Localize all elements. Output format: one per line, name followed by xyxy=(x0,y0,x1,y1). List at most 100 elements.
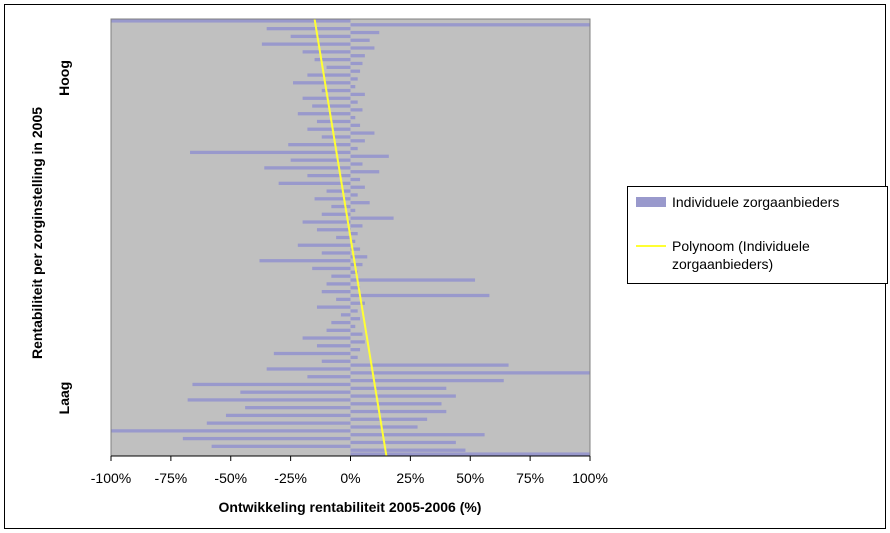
y-axis-title: Rentabiliteit per zorginstelling in 2005 xyxy=(29,107,45,359)
bar xyxy=(350,255,368,259)
bar xyxy=(350,452,590,456)
legend-box xyxy=(627,186,888,284)
bar xyxy=(326,282,351,286)
bar xyxy=(316,228,351,232)
bar xyxy=(302,96,351,100)
bar xyxy=(350,30,380,35)
bar xyxy=(350,324,356,329)
bar xyxy=(350,154,389,158)
bar xyxy=(350,340,365,344)
bar xyxy=(312,104,351,108)
y-axis-top-label: Hoog xyxy=(56,60,72,96)
bar xyxy=(190,150,351,155)
bar xyxy=(225,413,351,418)
bar xyxy=(350,177,361,182)
legend-label-bars: Individuele zorgaanbieders xyxy=(672,194,839,210)
bar xyxy=(350,402,442,406)
x-tick-label: -50% xyxy=(214,470,247,486)
bar xyxy=(350,378,504,383)
bar xyxy=(211,444,351,448)
bar xyxy=(350,433,485,437)
bar xyxy=(350,363,509,367)
bar xyxy=(240,390,351,394)
bar xyxy=(302,336,351,340)
bar xyxy=(350,162,363,166)
bar xyxy=(350,185,365,189)
x-tick-label: 100% xyxy=(572,470,608,486)
bar xyxy=(273,351,351,356)
bar xyxy=(350,216,394,220)
bar xyxy=(321,212,351,216)
bar xyxy=(331,320,351,325)
legend-label-trend-line2: zorgaanbieders) xyxy=(672,256,773,272)
x-axis-title: Ontwikkeling rentabiliteit 2005-2006 (%) xyxy=(219,499,482,515)
bar xyxy=(350,247,361,251)
bar xyxy=(336,297,351,302)
bar xyxy=(266,367,351,371)
bar xyxy=(350,146,358,151)
x-tick-label: -100% xyxy=(91,470,131,486)
bar xyxy=(326,189,351,193)
y-axis-bottom-label: Laag xyxy=(56,382,72,415)
bar xyxy=(340,313,351,317)
bar xyxy=(350,69,361,73)
bar xyxy=(350,85,356,89)
bar xyxy=(288,143,351,147)
bar xyxy=(350,293,490,298)
bar xyxy=(350,317,361,321)
bar xyxy=(350,425,418,429)
bar xyxy=(350,23,590,27)
legend: Individuele zorgaanbieders Polynoom (Ind… xyxy=(627,186,888,284)
bar xyxy=(350,61,363,66)
bar xyxy=(314,197,351,201)
bar xyxy=(245,406,351,410)
bar xyxy=(350,332,363,336)
bar xyxy=(350,193,358,197)
x-ticks-group: -100% -75% -50% -25% 0% 25% 50% 75% 100% xyxy=(91,456,608,486)
bar xyxy=(350,54,365,58)
bar xyxy=(350,231,358,236)
bar xyxy=(350,239,356,244)
bar xyxy=(350,448,466,452)
bar xyxy=(350,409,447,414)
x-tick-label: 50% xyxy=(456,470,484,486)
bar xyxy=(192,382,351,387)
x-tick-label: 25% xyxy=(396,470,424,486)
bar xyxy=(307,375,351,379)
bar xyxy=(350,139,365,143)
bar xyxy=(350,208,356,213)
bar xyxy=(350,270,358,274)
bar xyxy=(307,73,351,77)
legend-swatch-bars xyxy=(636,197,666,207)
bar xyxy=(293,81,351,85)
bar xyxy=(350,371,590,375)
bar xyxy=(316,344,351,348)
bar xyxy=(350,262,363,267)
x-tick-label: -25% xyxy=(274,470,307,486)
bar xyxy=(350,170,380,174)
bar xyxy=(278,181,351,186)
bar xyxy=(307,173,351,178)
bar xyxy=(302,220,351,224)
bar xyxy=(297,243,351,247)
bar xyxy=(326,65,351,69)
bar xyxy=(350,286,361,290)
bar xyxy=(187,398,351,402)
bar xyxy=(350,417,428,421)
bar xyxy=(336,235,351,240)
bar xyxy=(326,328,351,332)
legend-label-trend-line1: Polynoom (Individuele xyxy=(672,238,810,254)
bar xyxy=(321,251,351,255)
bar xyxy=(307,127,351,131)
bar xyxy=(259,259,351,263)
bar xyxy=(321,88,351,93)
bar xyxy=(321,135,351,139)
bar xyxy=(264,166,351,170)
bar xyxy=(350,46,375,50)
bars-group xyxy=(111,19,590,456)
bar xyxy=(331,274,351,278)
bar xyxy=(316,119,351,124)
bar xyxy=(297,112,351,116)
bar xyxy=(290,34,351,39)
